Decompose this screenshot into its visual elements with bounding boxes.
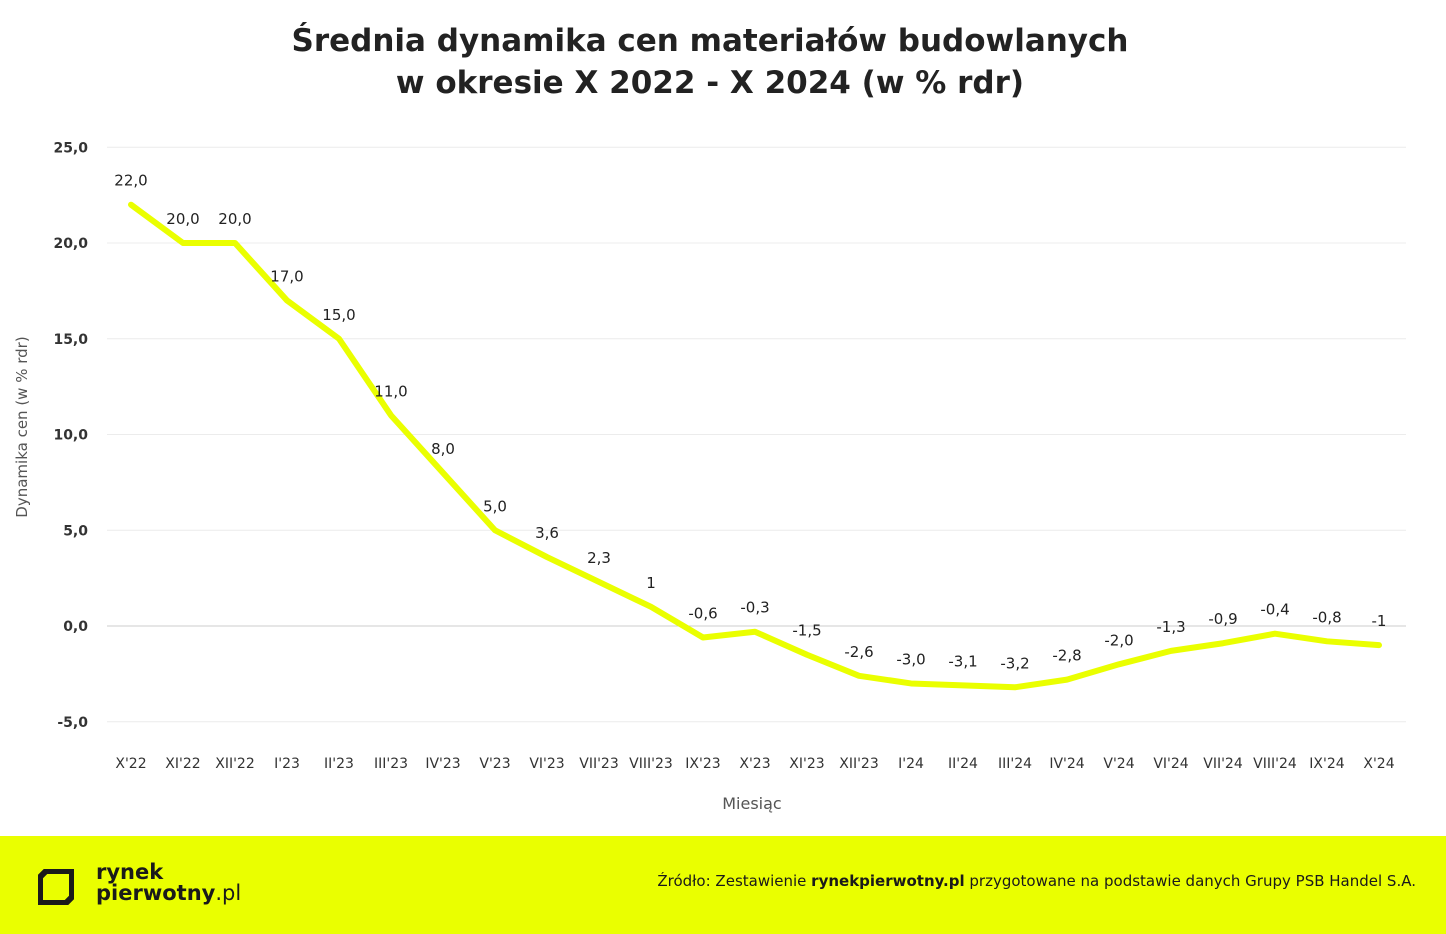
- x-tick-label: X'23: [739, 756, 770, 772]
- x-tick-label: IX'23: [685, 756, 720, 772]
- x-tick-label: XI'23: [789, 756, 824, 772]
- data-label: -0,3: [740, 599, 769, 617]
- data-label: -0,8: [1312, 608, 1341, 626]
- series-line: [128, 201, 1382, 691]
- rynekpierwotny-logo: rynek pierwotny.pl: [96, 862, 241, 904]
- x-tick-label: X'24: [1363, 756, 1394, 772]
- rynekpierwotny-logo-icon: [38, 869, 74, 905]
- x-tick-label: IX'24: [1309, 756, 1344, 772]
- y-tick-label: 15,0: [53, 332, 88, 348]
- series: [128, 201, 1382, 691]
- chart-title: Średnia dynamika cen materiałów budowlan…: [0, 20, 1420, 104]
- grid-lines: [107, 146, 1406, 723]
- x-tick-label: V'23: [479, 756, 510, 772]
- x-tick-label: XI'22: [165, 756, 200, 772]
- data-label: 20,0: [218, 210, 251, 228]
- data-label: -1,5: [792, 622, 821, 640]
- x-tick-label: VIII'24: [1253, 756, 1297, 772]
- x-tick-label: X'22: [115, 756, 146, 772]
- data-label: 22,0: [114, 172, 147, 190]
- data-label: 1: [646, 574, 656, 592]
- logo-tld: .pl: [215, 881, 242, 905]
- y-axis-title: Dynamika cen (w % rdr): [13, 336, 31, 517]
- x-tick-label: IV'23: [425, 756, 460, 772]
- x-tick-label: VI'24: [1153, 756, 1188, 772]
- y-tick-label: 20,0: [53, 236, 88, 252]
- x-tick-label: XII'23: [839, 756, 879, 772]
- data-label: 15,0: [322, 306, 355, 324]
- data-label: -0,6: [688, 604, 717, 622]
- data-label: -1: [1372, 612, 1387, 630]
- y-tick-label: 25,0: [53, 140, 88, 156]
- data-label: 17,0: [270, 267, 303, 285]
- data-label: -2,8: [1052, 647, 1081, 665]
- data-label: 3,6: [535, 524, 559, 542]
- data-label: -0,9: [1208, 610, 1237, 628]
- x-tick-label: VII'24: [1203, 756, 1243, 772]
- data-label: 5,0: [483, 497, 507, 515]
- data-labels: 22,0 20,0 20,0 17,0 15,0 11,0 8,0 5,0 3,6 2,3 1 -0,…: [114, 172, 1386, 673]
- logo-line1: rynek: [96, 860, 164, 884]
- x-tick-label: VI'23: [529, 756, 564, 772]
- source-prefix: Źródło: Zestawienie: [657, 872, 812, 890]
- data-label: -2,6: [844, 643, 873, 661]
- data-label: 2,3: [587, 549, 611, 567]
- line-chart: 25,020,015,010,05,00,0-5,0 X'22 XI'22 XII'…: [13, 140, 1406, 813]
- x-axis-title: Miesiąc: [722, 794, 781, 813]
- x-tick-label: II'23: [324, 756, 354, 772]
- x-tick-label: V'24: [1103, 756, 1134, 772]
- logo-line2-text: pierwotny: [96, 881, 216, 905]
- x-tick-label: II'24: [948, 756, 978, 772]
- data-label: -2,0: [1104, 631, 1133, 649]
- chart-title-line2: w okresie X 2022 - X 2024 (w % rdr): [395, 65, 1025, 101]
- x-tick-label: I'24: [898, 756, 924, 772]
- x-axis-ticks: X'22 XI'22 XII'22 I'23 II'23 III'23 IV'23 V'23 V…: [115, 756, 1394, 772]
- y-tick-label: 10,0: [53, 428, 88, 444]
- y-axis-ticks: 25,0 20,0 15,0 10,0 5,0 0,0 -5,0: [53, 140, 88, 731]
- data-label: -3,1: [948, 652, 977, 670]
- source-suffix: przygotowane na podstawie danych Grupy P…: [964, 872, 1416, 890]
- data-label: -0,4: [1260, 601, 1289, 619]
- footer-bar: rynek pierwotny.pl Źródło: Zestawienie r…: [0, 836, 1446, 934]
- source-note: Źródło: Zestawienie rynekpierwotny.pl pr…: [657, 872, 1416, 890]
- chart-title-line1: Średnia dynamika cen materiałów budowlan…: [291, 23, 1129, 59]
- x-tick-label: IV'24: [1049, 756, 1084, 772]
- x-tick-label: VIII'23: [629, 756, 673, 772]
- data-label: -3,2: [1000, 654, 1029, 672]
- y-tick-label: 0,0: [63, 619, 88, 635]
- y-tick-label: 5,0: [63, 523, 88, 539]
- data-label: 11,0: [374, 382, 407, 400]
- source-brand: rynekpierwotny.pl: [811, 872, 965, 890]
- x-tick-label: I'23: [274, 756, 300, 772]
- x-tick-label: III'23: [374, 756, 408, 772]
- y-tick-label: -5,0: [57, 715, 88, 731]
- data-label: 8,0: [431, 440, 455, 458]
- x-tick-label: VII'23: [579, 756, 619, 772]
- data-label: -1,3: [1156, 618, 1185, 636]
- x-tick-label: XII'22: [215, 756, 255, 772]
- data-label: 20,0: [166, 210, 199, 228]
- x-tick-label: III'24: [998, 756, 1032, 772]
- data-label: -3,0: [896, 650, 925, 668]
- logo-line2: pierwotny.pl: [96, 883, 241, 904]
